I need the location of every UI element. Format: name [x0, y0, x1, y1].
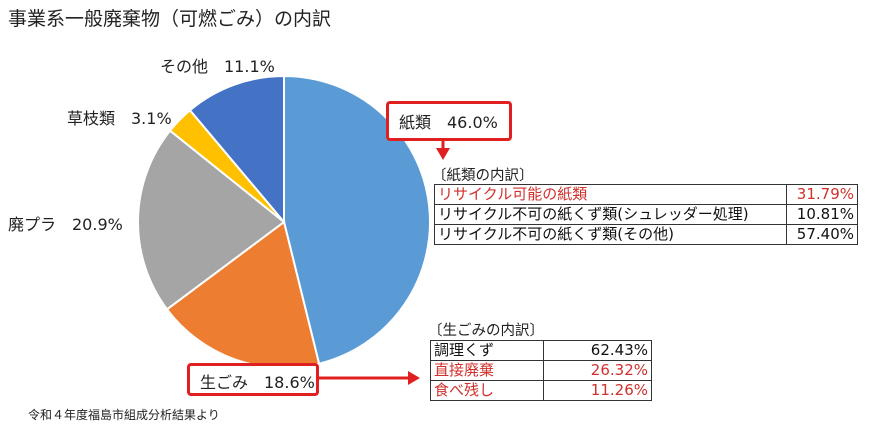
row-value: 31.79% — [785, 184, 859, 205]
table-row: リサイクル不可の紙くず類(その他) 57.40% — [434, 224, 859, 245]
table-row: 調理くず 62.43% — [430, 340, 653, 361]
slice-label-food: 生ごみ 18.6% — [187, 363, 319, 396]
food-arrow-head — [408, 371, 420, 385]
pie-slice-廃プラ — [137, 129, 286, 311]
row-label: リサイクル可能の紙類 — [434, 184, 787, 205]
row-label: 調理くず — [430, 340, 544, 361]
row-label: 食べ残し — [430, 380, 544, 401]
pie-slice-紙類 — [283, 74, 431, 365]
row-value: 62.43% — [542, 340, 653, 361]
slice-label-paper: 紙類 46.0% — [386, 101, 512, 141]
food-breakdown-title: 〔生ごみの内訳〕 — [428, 323, 544, 339]
table-row: 食べ残し 11.26% — [430, 380, 653, 401]
table-row: リサイクル不可の紙くず類(シュレッダー処理) 10.81% — [434, 204, 859, 225]
row-value: 57.40% — [785, 224, 859, 245]
slice-label-plastic: 廃プラ 20.9% — [8, 215, 123, 234]
row-value: 26.32% — [542, 360, 653, 381]
source-note: 令和４年度福島市組成分析結果より — [28, 408, 220, 422]
paper-breakdown-table: リサイクル可能の紙類 31.79% リサイクル不可の紙くず類(シュレッダー処理)… — [434, 184, 859, 245]
chart-title: 事業系一般廃棄物（可燃ごみ）の内訳 — [8, 8, 332, 30]
slice-label-branches: 草枝類 3.1% — [67, 109, 172, 128]
slice-label-other: その他 11.1% — [160, 57, 275, 76]
paper-breakdown-title: 〔紙類の内訳〕 — [432, 168, 534, 184]
table-row: 直接廃棄 26.32% — [430, 360, 653, 381]
pie-slice-その他 — [188, 74, 285, 225]
table-row: リサイクル可能の紙類 31.79% — [434, 184, 859, 205]
row-label: 直接廃棄 — [430, 360, 544, 381]
row-label: リサイクル不可の紙くず類(シュレッダー処理) — [434, 204, 787, 225]
row-label: リサイクル不可の紙くず類(その他) — [434, 224, 787, 245]
slice-label-paper-text: 紙類 46.0% — [399, 113, 498, 132]
paper-arrow-head — [436, 148, 450, 160]
row-value: 10.81% — [785, 204, 859, 225]
row-value: 11.26% — [542, 380, 653, 401]
slice-label-food-text: 生ごみ 18.6% — [200, 373, 315, 392]
food-breakdown-table: 調理くず 62.43% 直接廃棄 26.32% 食べ残し 11.26% — [430, 340, 653, 401]
